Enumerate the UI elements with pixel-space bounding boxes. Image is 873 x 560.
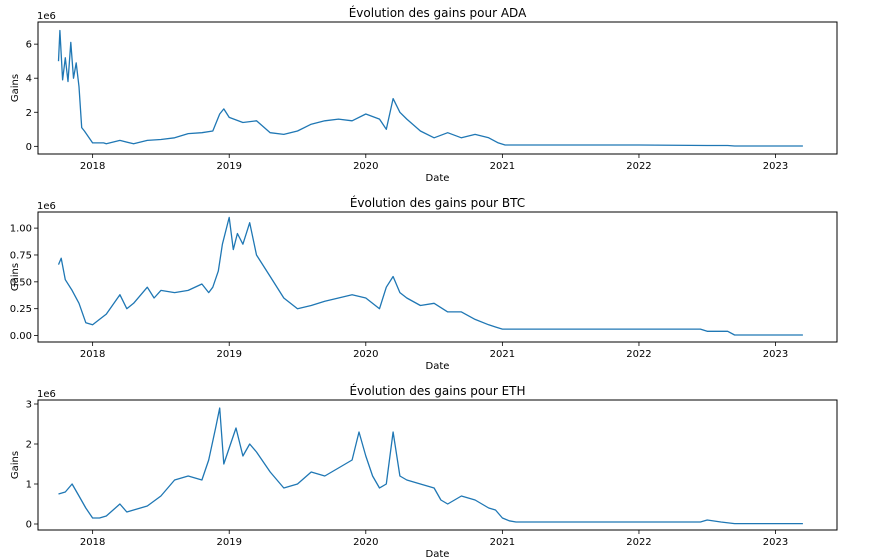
- x-tick-label: 2018: [80, 161, 105, 172]
- y-tick-label: 3: [26, 400, 32, 411]
- plot-frame: [37, 21, 838, 155]
- chart-panel-0: 2018 2019 2020 2021 2022 2023 0 2 4 6 Évolution de…: [10, 5, 838, 184]
- x-tick-label: 2019: [216, 161, 241, 172]
- x-tick-label: 2022: [626, 537, 651, 548]
- x-tick-label: 2022: [626, 349, 651, 360]
- x-tick-label: 2019: [216, 349, 241, 360]
- x-tick-label: 2020: [353, 349, 378, 360]
- x-axis-label: Date: [426, 549, 450, 560]
- y-offset-text: 1e6: [37, 201, 56, 212]
- x-tick-label: 2018: [80, 349, 105, 360]
- chart-title: Évolution des gains pour ADA: [349, 5, 527, 20]
- x-tick-label: 2023: [763, 537, 788, 548]
- x-tick-label: 2020: [353, 161, 378, 172]
- y-tick-label: 0: [26, 142, 32, 153]
- x-tick-label: 2021: [490, 537, 515, 548]
- y-tick-label: 0: [26, 520, 32, 531]
- series-line-0-0: [57, 29, 803, 147]
- y-tick-label: 4: [26, 74, 32, 85]
- x-tick-label: 2018: [80, 537, 105, 548]
- x-tick-label: 2023: [763, 161, 788, 172]
- series-line-2-0: [58, 407, 803, 525]
- x-axis-label: Date: [426, 361, 450, 372]
- y-offset-text: 1e6: [37, 389, 56, 400]
- x-tick-label: 2023: [763, 349, 788, 360]
- x-tick-label: 2020: [353, 537, 378, 548]
- y-tick-label: 1.00: [10, 224, 32, 235]
- x-tick-label: 2021: [490, 349, 515, 360]
- y-tick-label: 0.75: [10, 250, 32, 261]
- chart-title: Évolution des gains pour ETH: [349, 383, 525, 398]
- series-line-1-0: [57, 216, 803, 336]
- x-tick-label: 2022: [626, 161, 651, 172]
- y-tick-label: 6: [26, 40, 32, 51]
- y-tick-label: 1: [26, 480, 32, 491]
- x-tick-label: 2021: [490, 161, 515, 172]
- y-tick-label: 0.25: [10, 304, 32, 315]
- x-axis-label: Date: [426, 173, 450, 184]
- chart-panel-1: 2018 2019 2020 2021 2022 2023 0.00 0.25 0.50 0.75…: [10, 195, 838, 372]
- y-tick-label: 0.00: [10, 331, 32, 342]
- y-tick-label: 2: [26, 440, 32, 451]
- y-axis-label: Gains: [10, 74, 21, 102]
- plot-frame: [37, 211, 838, 343]
- chart-panel-2: 2018 2019 2020 2021 2022 2023 0 1 2 3 Évolution de…: [10, 383, 838, 560]
- plot-frame: [37, 399, 838, 531]
- x-tick-label: 2019: [216, 537, 241, 548]
- y-tick-label: 0.50: [10, 277, 32, 288]
- y-axis-label: Gains: [10, 263, 21, 291]
- y-offset-text: 1e6: [37, 11, 56, 22]
- y-tick-label: 2: [26, 108, 32, 119]
- chart-title: Évolution des gains pour BTC: [350, 195, 525, 210]
- y-axis-label: Gains: [10, 451, 21, 479]
